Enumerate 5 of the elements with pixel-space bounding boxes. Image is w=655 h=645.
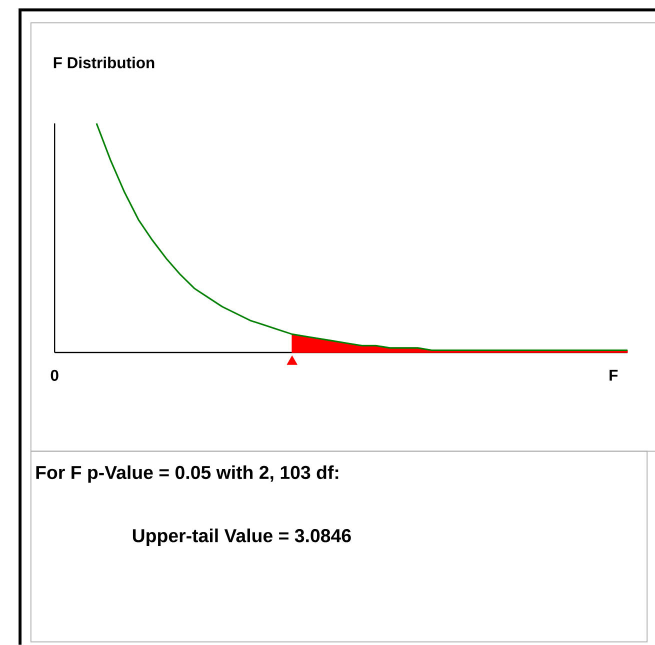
- text: Upper-tail Value = 3.0846: [132, 528, 351, 546]
- text: For F p-Value = 0.05 with 2, 103 df:: [36, 465, 338, 483]
- x-tick-label: 0: [50, 370, 58, 382]
- chart-title: F Distribution: [54, 56, 154, 68]
- x-tick-label: F: [610, 370, 618, 381]
